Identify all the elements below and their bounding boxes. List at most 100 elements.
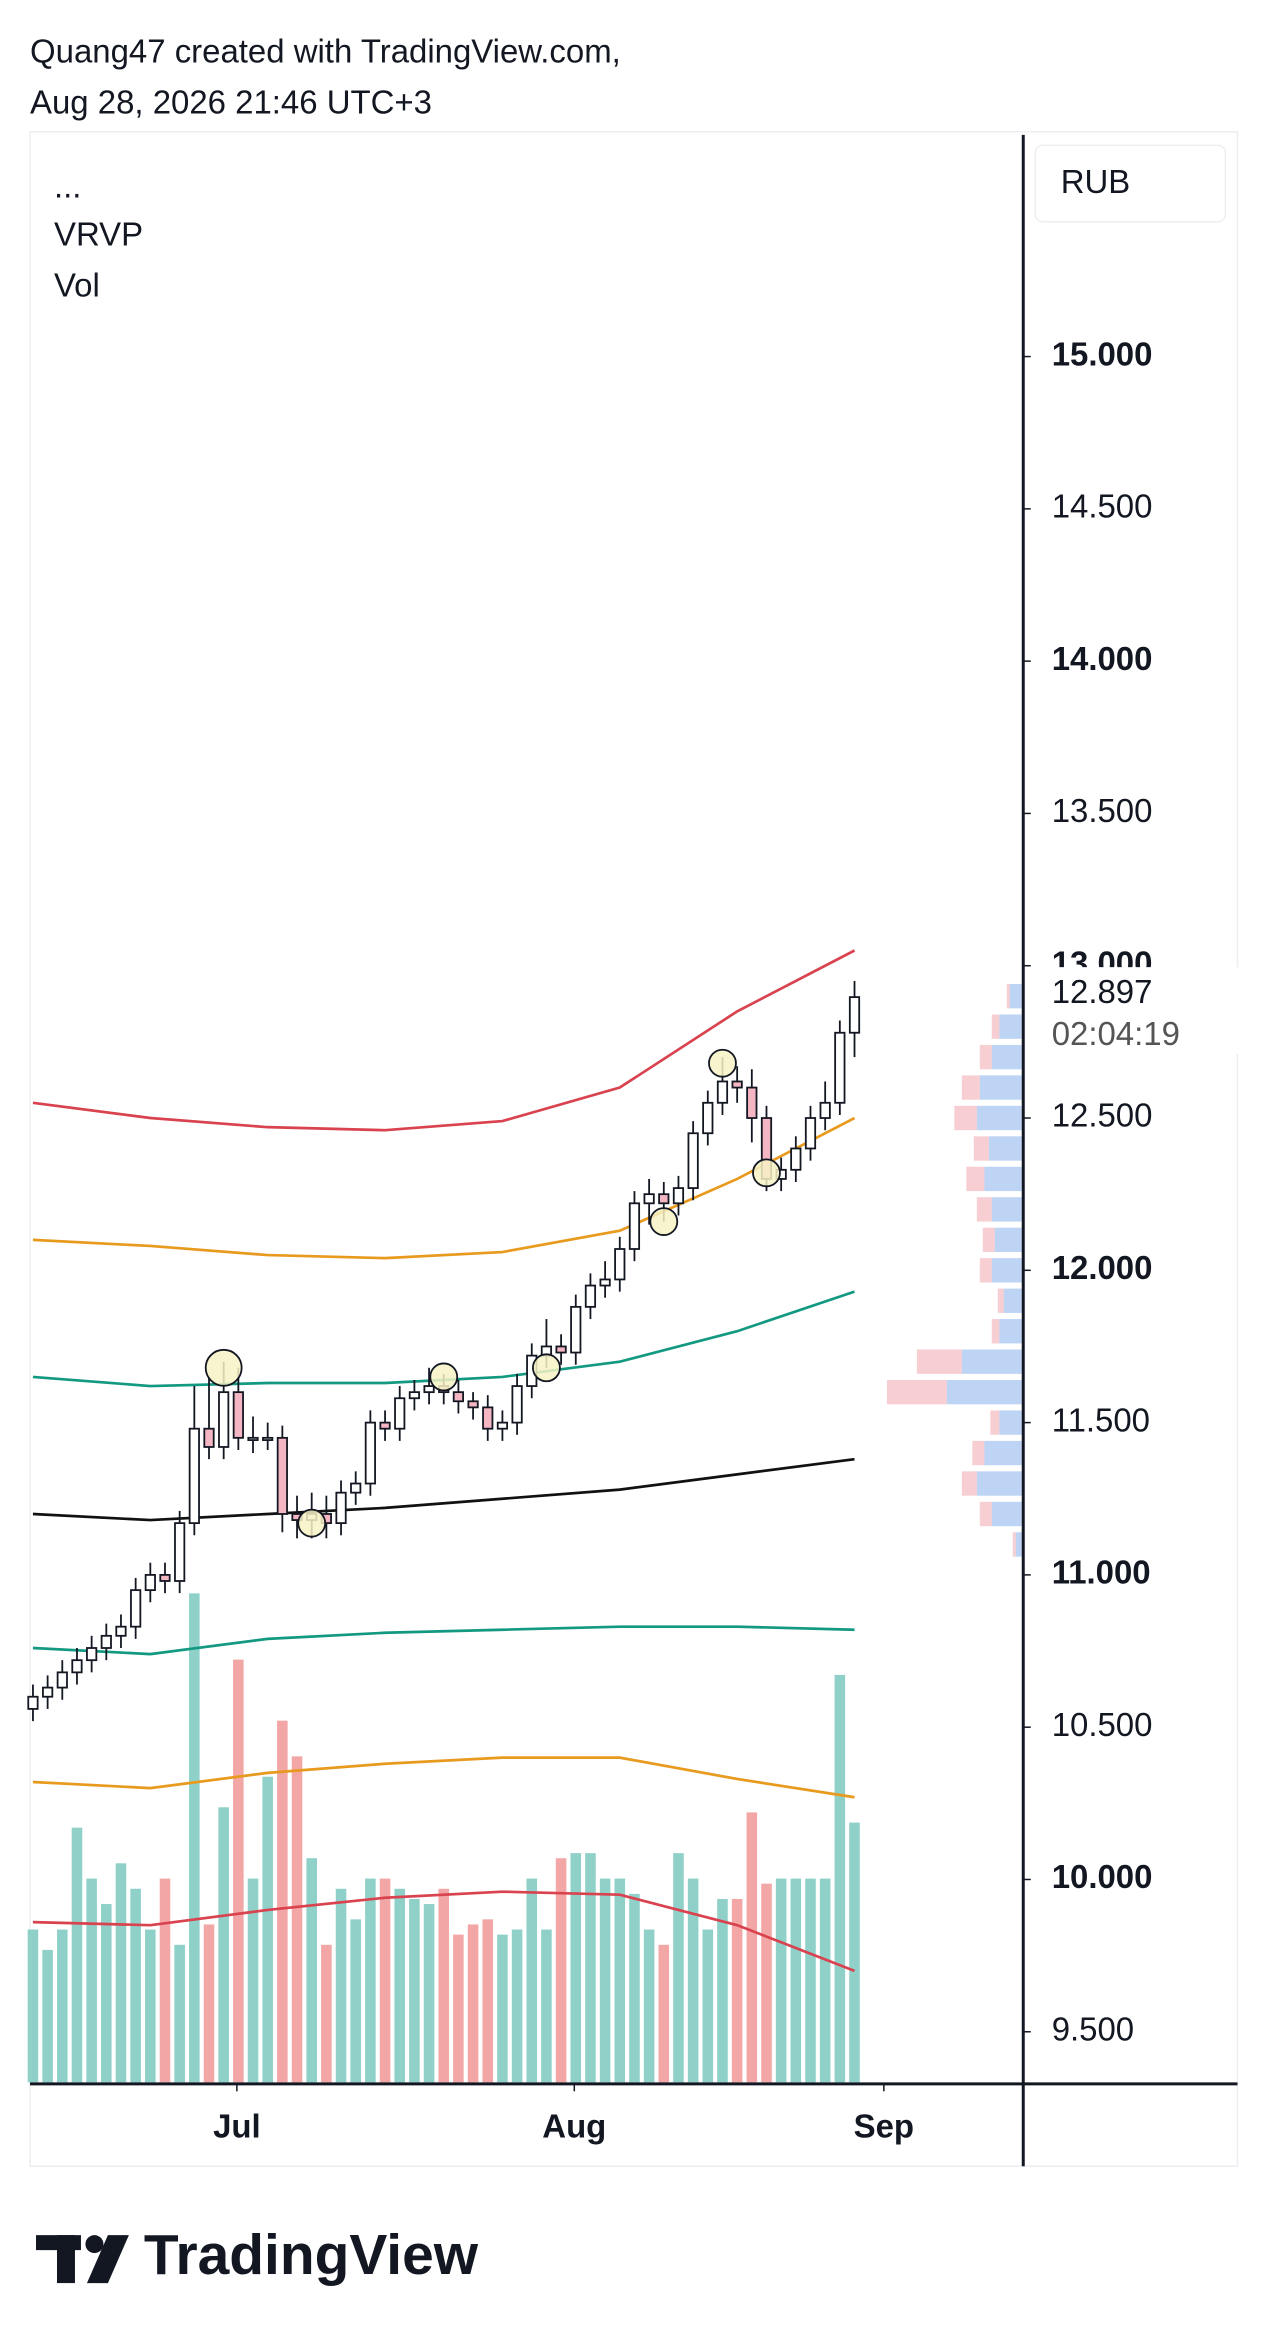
- candle-body: [130, 1589, 142, 1628]
- candle-body: [27, 1695, 39, 1710]
- y-tick-label: 10.000: [1052, 1858, 1153, 1895]
- marker: [429, 1362, 459, 1392]
- profile-up: [984, 1440, 1022, 1466]
- indicator-line: [32, 949, 856, 1132]
- currency[interactable]: RUB: [1061, 163, 1131, 200]
- volume-bar: [159, 1878, 171, 2083]
- volume-bar: [365, 1878, 376, 2083]
- profile-up: [999, 1014, 1022, 1039]
- candle-body: [56, 1671, 68, 1689]
- volume-bar: [409, 1898, 420, 2083]
- volume-bar: [467, 1924, 479, 2083]
- volume-bar: [203, 1924, 215, 2083]
- candle-body: [614, 1248, 626, 1281]
- indicator-line: [32, 1890, 855, 1973]
- volume-bar: [555, 1858, 567, 2083]
- candle-body: [834, 1031, 846, 1104]
- logo-slash: [86, 2235, 129, 2284]
- y-tick-label: 14.500: [1052, 488, 1153, 525]
- volume-bar: [541, 1929, 552, 2083]
- volume-bar: [585, 1853, 596, 2083]
- candle-body: [364, 1421, 376, 1485]
- volume-bar: [673, 1853, 684, 2083]
- volume-bar: [761, 1883, 772, 2083]
- legend-item[interactable]: Vol: [54, 266, 100, 303]
- legend-item[interactable]: VRVP: [54, 215, 143, 252]
- marker: [204, 1348, 243, 1387]
- currency-box[interactable]: [1034, 144, 1227, 223]
- timestamp: Aug 28, 2026 21:46 UTC+3: [30, 84, 432, 121]
- volume-bar: [511, 1929, 523, 2083]
- candle-body: [247, 1436, 259, 1441]
- candle-body: [159, 1573, 171, 1582]
- profile-down: [966, 1166, 985, 1192]
- candle-body: [716, 1080, 729, 1104]
- volume-bar: [262, 1776, 273, 2083]
- candle-body: [746, 1086, 758, 1119]
- volume-bar: [599, 1878, 611, 2083]
- profile-down: [973, 1136, 989, 1161]
- volume-bar: [614, 1878, 626, 2083]
- legend-item[interactable]: ...: [54, 167, 81, 204]
- profile-down: [991, 1014, 1000, 1039]
- candle-body: [658, 1193, 670, 1205]
- candle-body: [731, 1080, 743, 1089]
- volume-bar: [526, 1878, 538, 2083]
- volume-bar: [731, 1898, 743, 2083]
- marker: [532, 1353, 561, 1383]
- volume-bar: [702, 1929, 714, 2083]
- volume-bar: [643, 1929, 655, 2083]
- volume-bar: [453, 1934, 464, 2083]
- profile-down: [991, 1319, 1000, 1344]
- candle-body: [599, 1278, 611, 1287]
- candle-body: [804, 1117, 817, 1150]
- volume-bar: [775, 1878, 787, 2083]
- volume-bar: [379, 1878, 391, 2083]
- volume-bar: [277, 1720, 288, 2083]
- profile-up: [999, 1410, 1022, 1435]
- volume-bar: [145, 1929, 156, 2083]
- candle-body: [702, 1101, 714, 1135]
- brand: TradingView: [144, 2223, 479, 2287]
- candle-body: [394, 1397, 406, 1430]
- profile-up: [991, 1258, 1022, 1283]
- profile-up: [1015, 1532, 1022, 1557]
- volume-bar: [790, 1878, 802, 2083]
- candle-body: [174, 1522, 186, 1582]
- countdown: 02:04:19: [1052, 1015, 1180, 1052]
- volume-bar: [335, 1888, 347, 2083]
- volume-bar: [218, 1807, 229, 2083]
- profile-down: [972, 1440, 985, 1466]
- candle-body: [643, 1193, 655, 1205]
- logo-dot: [85, 2235, 104, 2254]
- marker: [297, 1508, 327, 1538]
- candle-body: [379, 1421, 391, 1430]
- profile-down: [979, 1501, 992, 1527]
- candle-body: [496, 1421, 509, 1430]
- candle-body: [86, 1647, 98, 1662]
- profile-up: [999, 1319, 1022, 1344]
- volume-bar: [834, 1674, 846, 2083]
- profile-down: [1006, 984, 1010, 1009]
- profile-up: [1009, 984, 1022, 1009]
- volume-bar: [57, 1929, 68, 2083]
- volume-bar: [570, 1853, 582, 2083]
- candle-body: [100, 1634, 112, 1649]
- profile-down: [961, 1471, 977, 1496]
- marker: [649, 1207, 679, 1236]
- candle-body: [790, 1147, 802, 1171]
- y-tick-label: 12.000: [1052, 1249, 1153, 1286]
- candle-body: [848, 996, 861, 1034]
- logo-stem: [56, 2235, 75, 2284]
- candle-body: [144, 1573, 156, 1592]
- volume-bar: [687, 1878, 699, 2083]
- profile-down: [961, 1075, 980, 1100]
- volume-bar: [291, 1756, 303, 2083]
- profile-down: [990, 1410, 1000, 1435]
- profile-up: [979, 1075, 1022, 1100]
- volume-bar: [27, 1929, 39, 2083]
- volume-bar: [115, 1863, 127, 2083]
- volume-bar: [497, 1934, 508, 2083]
- candle-body: [218, 1391, 230, 1448]
- profile-up: [946, 1379, 1022, 1405]
